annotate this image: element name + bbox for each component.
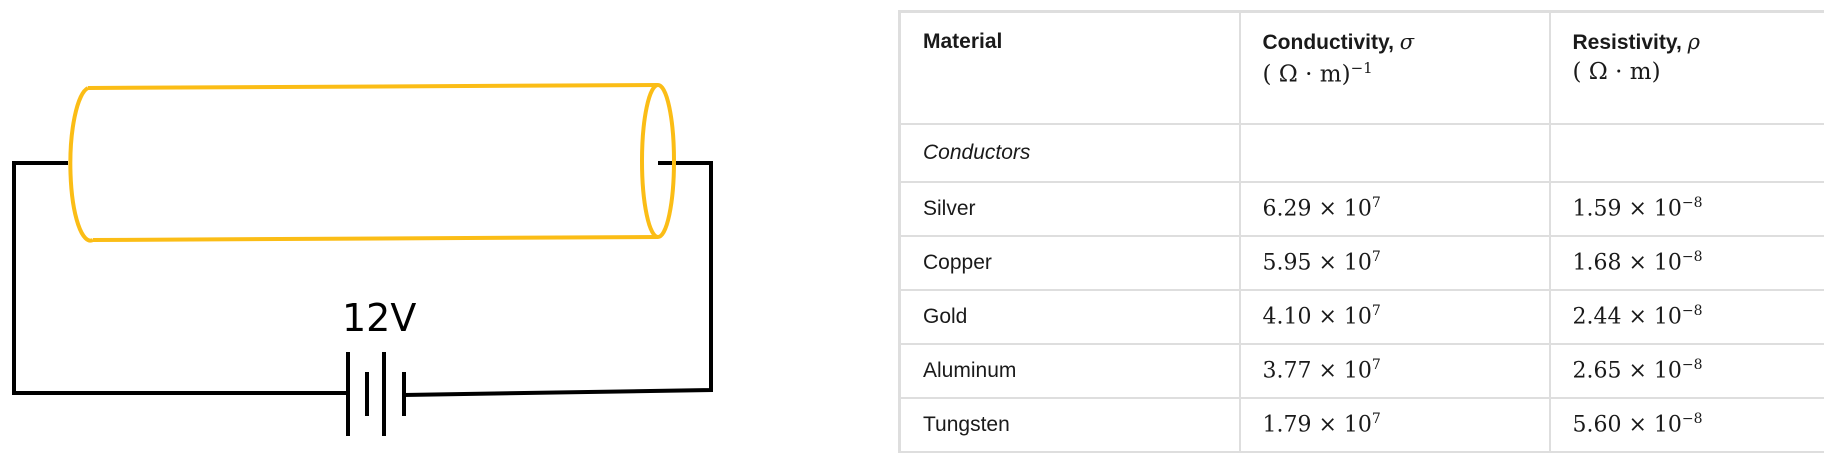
table-row: Silver 6.29 × 107 1.59 × 10−8 [899, 181, 1824, 237]
material-name: Aluminum [899, 343, 1241, 399]
table-row: Copper 5.95 × 107 1.68 × 10−8 [899, 235, 1824, 291]
category-label: Conductors [899, 123, 1241, 183]
cylinder-end [640, 83, 676, 239]
material-name: Silver [899, 181, 1241, 237]
materials-table-container: Material Conductivity, σ ( Ω · m)−1 Resi… [898, 10, 1824, 475]
resistivity-value: 1.68 × 10−8 [1549, 235, 1824, 291]
resistivity-unit: ( Ω · m) [1572, 59, 1661, 85]
conductivity-value: 4.10 × 107 [1239, 289, 1551, 345]
battery-symbol [346, 352, 406, 436]
resistor-cylinder [68, 83, 676, 243]
battery-voltage-label: 12V [342, 296, 417, 340]
conductivity-value: 3.77 × 107 [1239, 343, 1551, 399]
materials-table: Material Conductivity, σ ( Ω · m)−1 Resi… [898, 10, 1824, 453]
header-material: Material [899, 11, 1241, 125]
conductivity-value: 5.95 × 107 [1239, 235, 1551, 291]
header-conductivity: Conductivity, σ ( Ω · m)−1 [1239, 11, 1551, 125]
resistivity-value: 2.44 × 10−8 [1549, 289, 1824, 345]
table-header-row: Material Conductivity, σ ( Ω · m)−1 Resi… [899, 11, 1824, 125]
resistivity-value: 1.59 × 10−8 [1549, 181, 1824, 237]
cylinder-body [68, 83, 659, 243]
header-resistivity: Resistivity, ρ ( Ω · m) [1549, 11, 1824, 125]
table-row: Aluminum 3.77 × 107 2.65 × 10−8 [899, 343, 1824, 399]
material-name: Tungsten [899, 397, 1241, 453]
conductivity-value: 1.79 × 107 [1239, 397, 1551, 453]
resistivity-value: 2.65 × 10−8 [1549, 343, 1824, 399]
category-empty-cell [1549, 123, 1824, 183]
wire-right [403, 161, 713, 397]
table-row: Tungsten 1.79 × 107 5.60 × 10−8 [899, 397, 1824, 453]
conductivity-unit: ( Ω · m)−1 [1262, 59, 1373, 88]
material-name: Gold [899, 289, 1241, 345]
resistivity-value: 5.60 × 10−8 [1549, 397, 1824, 453]
circuit-diagram [12, 83, 713, 436]
category-empty-cell [1239, 123, 1551, 183]
category-row: Conductors [899, 123, 1824, 183]
wire-left [12, 161, 348, 395]
table-row: Gold 4.10 × 107 2.44 × 10−8 [899, 289, 1824, 345]
conductivity-value: 6.29 × 107 [1239, 181, 1551, 237]
material-name: Copper [899, 235, 1241, 291]
